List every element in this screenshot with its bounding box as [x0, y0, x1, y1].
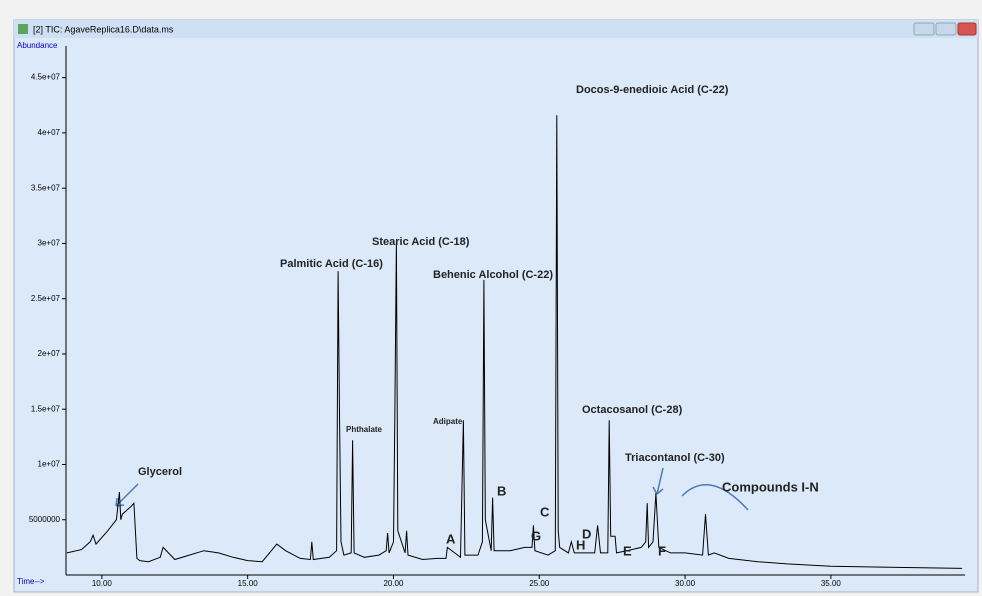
annotation: H: [576, 537, 585, 552]
annotation: E: [623, 543, 632, 558]
y-tick-label: 3e+07: [38, 239, 61, 248]
annotation: Adipate: [433, 417, 463, 426]
y-tick-label: 2e+07: [38, 349, 61, 358]
window-title: [2] TIC: AgaveReplica16.D\data.ms: [33, 24, 174, 34]
annotation: B: [497, 483, 506, 498]
y-tick-label: 1.5e+07: [31, 404, 61, 413]
annotation: D: [582, 526, 591, 541]
x-tick-label: 30.00: [675, 579, 696, 588]
y-tick-label: 1e+07: [38, 460, 61, 469]
x-tick-label: 20.00: [383, 579, 404, 588]
title-bar: [14, 20, 978, 38]
triacontanol-arrow: [656, 467, 664, 495]
annotation: Glycerol: [138, 466, 182, 478]
annotation: Palmitic Acid (C-16): [280, 258, 383, 270]
arrow-head: [652, 486, 664, 495]
annotation: A: [446, 531, 456, 546]
x-tick-label: 35.00: [821, 579, 842, 588]
x-tick-label: 10.00: [92, 579, 113, 588]
annotation: Phthalate: [346, 425, 383, 434]
y-tick-label: 3.5e+07: [31, 183, 61, 192]
x-tick-label: 15.00: [238, 579, 259, 588]
window-icon: [18, 24, 28, 34]
x-tick-label: 25.00: [529, 579, 550, 588]
annotation: G: [531, 528, 541, 543]
y-axis-label: Abundance: [17, 41, 58, 50]
y-tick-label: 4.5e+07: [31, 73, 61, 82]
annotation: Stearic Acid (C-18): [372, 236, 470, 248]
annotation: F: [658, 543, 666, 558]
maximize-button[interactable]: [935, 22, 957, 36]
annotation: Triacontanol (C-30): [625, 452, 725, 464]
minimize-button[interactable]: [913, 22, 935, 36]
window: [13, 19, 979, 593]
compounds-brace: [681, 484, 749, 511]
y-tick-label: 4e+07: [38, 128, 61, 137]
annotation: Docos-9-enedioic Acid (C-22): [576, 84, 729, 96]
tic-trace: [66, 115, 963, 569]
y-tick-label: 2.5e+07: [31, 294, 61, 303]
y-tick-label: 5000000: [29, 515, 61, 524]
annotation: Compounds I-N: [722, 479, 819, 494]
annotation: Behenic Alcohol (C-22): [433, 269, 553, 281]
close-button[interactable]: [957, 22, 977, 36]
x-axis-label: Time-->: [17, 577, 45, 586]
annotation: C: [540, 504, 550, 519]
annotation: Octacosanol (C-28): [582, 404, 683, 416]
